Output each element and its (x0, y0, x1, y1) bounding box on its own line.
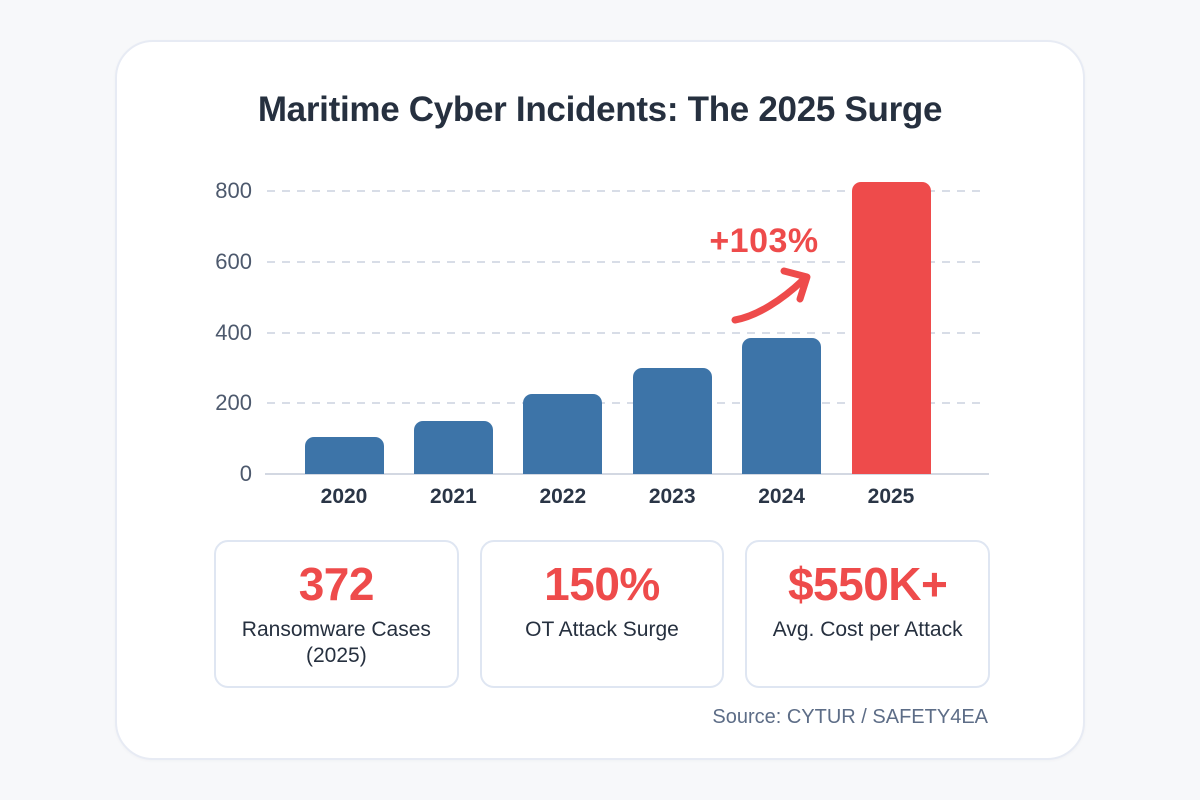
y-tick-label-600: 600 (215, 248, 252, 274)
gridline-800 (267, 190, 987, 192)
stat-card-ransomware: 372 Ransomware Cases (2025) (214, 540, 459, 688)
stat-label: Ransomware Cases (2025) (241, 617, 431, 668)
bar-chart: +103% 0 200 400 600 800 2020 2021 2022 2023 2024 2… (117, 42, 1083, 758)
bar-2021 (413, 421, 493, 474)
stat-card-avg-cost: $550K+ Avg. Cost per Attack (745, 540, 991, 688)
stat-value: 372 (298, 558, 375, 610)
y-tick-label-400: 400 (215, 319, 252, 345)
x-tick-label-2020: 2020 (320, 485, 368, 508)
x-tick-label-2021: 2021 (430, 485, 477, 508)
stat-label: OT Attack Surge (525, 617, 679, 641)
x-tick-label-2025: 2025 (867, 485, 915, 508)
y-tick-label-200: 200 (215, 390, 252, 416)
chart-title: Maritime Cyber Incidents: The 2025 Surge (257, 90, 943, 129)
stat-card-ot-surge: 150% OT Attack Surge (479, 540, 725, 688)
gridline-400 (267, 331, 987, 334)
gridline-600 (267, 260, 987, 263)
source-credit: Source: CYTUR / SAFETY4EA (712, 706, 988, 728)
stat-value: 150% (544, 558, 660, 610)
y-tick-label-0: 0 (239, 461, 252, 486)
growth-arrow-icon (731, 267, 811, 324)
main-card: Maritime Cyber Incidents: The 2025 Surge… (115, 40, 1085, 760)
x-axis-line (265, 473, 989, 475)
stat-value: $550K+ (787, 558, 948, 610)
x-tick-label-2024: 2024 (758, 485, 805, 508)
growth-annotation: +103% (709, 222, 819, 260)
bar-2020 (304, 437, 384, 474)
bar-2024 (742, 338, 822, 474)
stat-label: Avg. Cost per Attack (772, 617, 963, 641)
x-tick-label-2023: 2023 (648, 485, 696, 508)
bar-2022 (523, 394, 603, 474)
x-tick-label-2022: 2022 (539, 485, 587, 508)
y-tick-label-800: 800 (215, 178, 252, 203)
bar-2023 (632, 368, 712, 474)
stat-cards-row: 372 Ransomware Cases (2025) 150% OT Atta… (214, 540, 991, 688)
gridline-200 (267, 402, 987, 405)
bar-2025 (851, 182, 931, 474)
